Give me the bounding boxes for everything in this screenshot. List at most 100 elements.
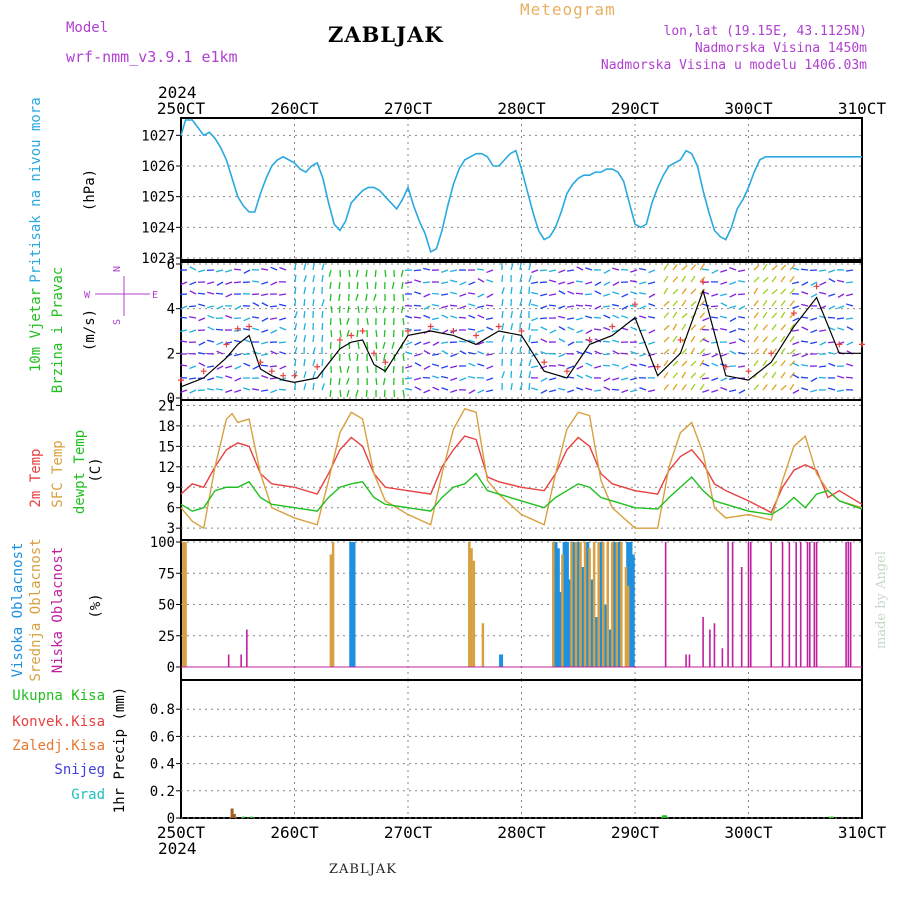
wind-barb [413, 269, 422, 272]
location-coordinates: lon,lat (19.15E, 43.1125N) [663, 24, 868, 39]
wind-barb [251, 280, 260, 283]
wind-barb [612, 377, 620, 381]
wind-barb [423, 314, 431, 319]
wind-barb [771, 360, 778, 367]
wind-barb [771, 264, 778, 271]
wind-barb [663, 324, 670, 331]
wind-barb [312, 359, 316, 367]
cloud-high-bar [630, 554, 635, 667]
cloud-low-bar [685, 654, 687, 667]
wind-barb [294, 323, 298, 331]
wind-barb [771, 300, 777, 307]
precip-legend-item: Zaledj.Kisa [12, 738, 105, 754]
wind-barb [612, 267, 620, 271]
cloud-mid-bar [574, 542, 578, 667]
wind-barb [294, 274, 297, 283]
wind-barb [828, 305, 836, 310]
wind-barb [432, 303, 440, 307]
wind-barb [612, 339, 620, 343]
precip-axis-label: 1hr Precip (mm) [112, 687, 128, 813]
y-tick-label: 0.6 [150, 729, 175, 745]
wind-barb [800, 268, 809, 271]
wind-barb [519, 383, 523, 391]
y-tick-label: 0 [167, 660, 175, 676]
x-tick-label-bottom: 290CT [611, 823, 660, 842]
cloud-high-bar [589, 579, 594, 667]
wind-barb [720, 327, 728, 331]
wind-barb [762, 347, 768, 355]
wind-barb [501, 310, 504, 319]
wind-barb [269, 317, 278, 320]
cloud-mid-bar [552, 542, 555, 667]
y-tick-label: 0 [167, 391, 175, 407]
wind-barb [846, 303, 854, 307]
cloud-high-bar [580, 567, 585, 667]
wind-barb [528, 275, 532, 283]
wind-barb [312, 298, 315, 307]
cloud-low-bar [664, 542, 667, 667]
wind-barb [738, 389, 746, 394]
wind-speed-line [180, 288, 862, 388]
cloud-mid-bar [329, 554, 333, 667]
model-elevation: Nadmorska Visina u modelu 1406.03m [600, 58, 867, 73]
wind-barb [639, 267, 647, 271]
cloud-mid-bar [592, 542, 596, 667]
wind-barb [762, 311, 768, 319]
wind-barb [575, 304, 584, 307]
wind-barb [738, 305, 746, 310]
wind-barb [690, 335, 696, 343]
wind-barb [792, 341, 800, 346]
wind-barb [753, 312, 759, 319]
wind-barb [321, 299, 325, 307]
wind-barb [414, 353, 422, 357]
wind-barb [789, 383, 795, 391]
total-precip-bar [249, 816, 253, 818]
wind-barb [414, 377, 422, 381]
wind-barb [519, 346, 522, 355]
wind-barb [374, 269, 377, 278]
wind-barb [602, 340, 611, 343]
y-tick-label: 0.8 [150, 702, 175, 718]
wind-barb [404, 377, 413, 380]
y-tick-label: 50 [158, 598, 175, 614]
cloud-low-bar [227, 654, 230, 667]
wind-barb [216, 365, 224, 370]
wind-barb [729, 281, 737, 285]
wind-barb [780, 371, 786, 379]
wind-barb [603, 293, 611, 297]
wind-barb [639, 363, 647, 367]
wind-barb [365, 305, 368, 313]
wind-barb [477, 314, 485, 319]
wind-barb [711, 377, 719, 382]
wind-barb [630, 377, 638, 381]
wind-barb [355, 269, 359, 277]
model-label: Model [66, 20, 109, 36]
wind-barb [630, 363, 638, 367]
wind-barb [375, 353, 378, 362]
wind-barb [845, 376, 854, 379]
wind-barb [762, 276, 769, 283]
wind-barb [530, 341, 539, 344]
cloud-mid-bar [620, 542, 623, 667]
wind-barb [603, 269, 611, 274]
wind-barb [215, 292, 224, 295]
wind-gust-marker [223, 341, 230, 348]
wind-barb [243, 269, 251, 274]
wind-barb [441, 281, 449, 285]
wind-barb [189, 290, 197, 295]
wind-barb [269, 305, 278, 308]
wind-barb [540, 377, 548, 382]
wind-barb [549, 269, 557, 273]
x-tick-label-top: 310CT [838, 99, 887, 118]
wind-barb [762, 359, 768, 367]
wind-barb [338, 377, 341, 386]
wind-axis-label-1: 10m Vjetar [28, 288, 44, 372]
temp-axis-label-2: SFC Temp [50, 440, 66, 507]
wind-barb [762, 372, 768, 379]
wind-barb [771, 384, 777, 391]
wind-barb [477, 389, 485, 394]
wind-barb [602, 353, 611, 356]
wind-barb [510, 286, 513, 295]
wind-barb [391, 281, 395, 289]
wind-barb [531, 281, 539, 285]
